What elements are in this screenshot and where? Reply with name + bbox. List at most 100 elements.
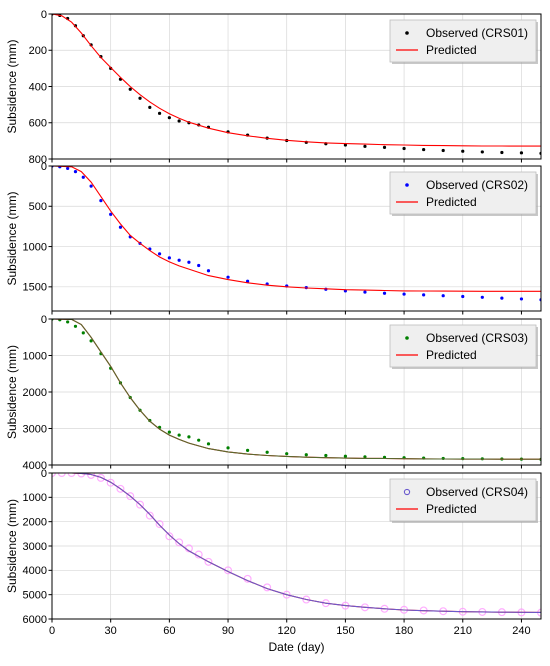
data-point <box>155 520 164 529</box>
y-tick-label: 1000 <box>23 492 47 504</box>
panel-3: 0 1000 2000 3000 4000 Subsidence (mm) Observed… <box>5 314 542 472</box>
y-tick-label: 6000 <box>23 614 47 626</box>
data-point <box>204 557 213 566</box>
legend-label: Predicted <box>426 348 477 362</box>
y-tick-label: 0 <box>41 9 47 21</box>
data-point <box>165 532 174 541</box>
legend-marker <box>405 183 409 187</box>
data-point <box>363 290 367 294</box>
legend: Observed (CRS02) Predicted <box>389 171 538 216</box>
data-point <box>302 595 311 604</box>
data-point <box>402 146 406 151</box>
x-tick-label: 180 <box>395 625 413 637</box>
data-point <box>73 170 78 174</box>
legend-box <box>389 171 537 215</box>
legend-label: Predicted <box>426 502 477 516</box>
y-tick-label: 0 <box>41 161 47 173</box>
x-tick-label: 60 <box>163 625 175 637</box>
series-line <box>52 14 541 147</box>
y-tick-label: 200 <box>29 45 47 57</box>
legend: Observed (CRS03) Predicted <box>389 324 538 369</box>
data-point <box>126 492 135 501</box>
data-point <box>145 511 154 520</box>
data-point <box>187 260 191 264</box>
data-point <box>128 87 132 91</box>
data-point <box>402 292 406 296</box>
data-point <box>382 145 387 149</box>
y-tick-label: 2000 <box>23 387 47 399</box>
data-point <box>177 433 181 437</box>
data-point <box>285 452 289 456</box>
data-point <box>116 484 125 493</box>
data-point <box>206 269 211 273</box>
data-point <box>89 339 93 343</box>
data-point <box>324 453 328 458</box>
legend-label: Observed (CRS03) <box>426 331 528 345</box>
data-point <box>382 291 387 295</box>
legend-box <box>389 19 537 63</box>
y-tick-label: 5000 <box>23 589 47 601</box>
data-point <box>343 454 347 458</box>
y-tick-label: 4000 <box>23 565 47 577</box>
data-point <box>304 453 308 457</box>
data-point <box>138 96 142 100</box>
x-tick-label: 150 <box>336 625 354 637</box>
y-tick-label: 3000 <box>23 541 47 553</box>
x-tick-label: 240 <box>512 625 530 637</box>
data-point <box>265 450 269 454</box>
series-line <box>52 166 541 292</box>
data-point <box>167 116 171 120</box>
y-axis-label: Subsidence (mm) <box>5 39 19 133</box>
x-tick-label: 210 <box>454 625 472 637</box>
legend: Observed (CRS01) Predicted <box>389 19 538 64</box>
data-point <box>226 275 230 279</box>
data-point <box>441 294 445 298</box>
y-tick-label: 400 <box>29 81 47 93</box>
y-tick-label: 800 <box>29 154 47 166</box>
data-point <box>480 150 484 154</box>
x-tick-label: 120 <box>278 625 296 637</box>
y-tick-label: 0 <box>41 314 47 326</box>
data-point <box>282 590 291 599</box>
x-tick-label: 0 <box>49 625 55 637</box>
legend-label: Observed (CRS01) <box>426 26 528 40</box>
data-point <box>66 166 70 171</box>
data-point <box>136 500 145 509</box>
data-point <box>89 184 93 188</box>
panel-2: 0 500 1000 1500 Subsidence (mm) Observed (CRS… <box>5 161 542 315</box>
data-point <box>343 143 347 147</box>
data-point <box>363 144 367 148</box>
data-point <box>167 430 171 434</box>
y-tick-label: 500 <box>29 201 47 213</box>
data-point <box>106 478 115 487</box>
data-point <box>81 175 85 179</box>
panel-data <box>52 319 541 461</box>
data-point <box>461 149 465 153</box>
series-line <box>52 319 541 460</box>
plot-frame <box>51 165 542 312</box>
data-point <box>66 320 70 324</box>
data-point <box>96 473 105 482</box>
data-point <box>118 225 123 229</box>
data-point <box>197 438 201 442</box>
panel-1: 0 200 400 600 800 Subsidence (mm) Observed (CR… <box>5 9 542 166</box>
data-point <box>519 151 524 155</box>
data-point <box>157 111 162 115</box>
legend-marker <box>405 31 409 35</box>
data-point <box>363 455 367 459</box>
panel-data <box>52 14 541 155</box>
data-point <box>480 295 484 299</box>
data-point <box>177 119 181 123</box>
data-point <box>246 448 250 452</box>
panel-data <box>52 166 541 302</box>
y-tick-label: 4000 <box>23 460 47 472</box>
x-tick-label: 30 <box>105 625 117 637</box>
legend-box <box>389 324 537 368</box>
data-point <box>246 279 250 283</box>
y-axis-label: Subsidence (mm) <box>5 345 19 439</box>
data-point <box>422 147 426 152</box>
panel-4: 0 1000 2000 3000 4000 5000 6000 Subsidence (mm)… <box>5 468 542 626</box>
data-point <box>226 446 230 450</box>
data-point <box>500 150 504 155</box>
